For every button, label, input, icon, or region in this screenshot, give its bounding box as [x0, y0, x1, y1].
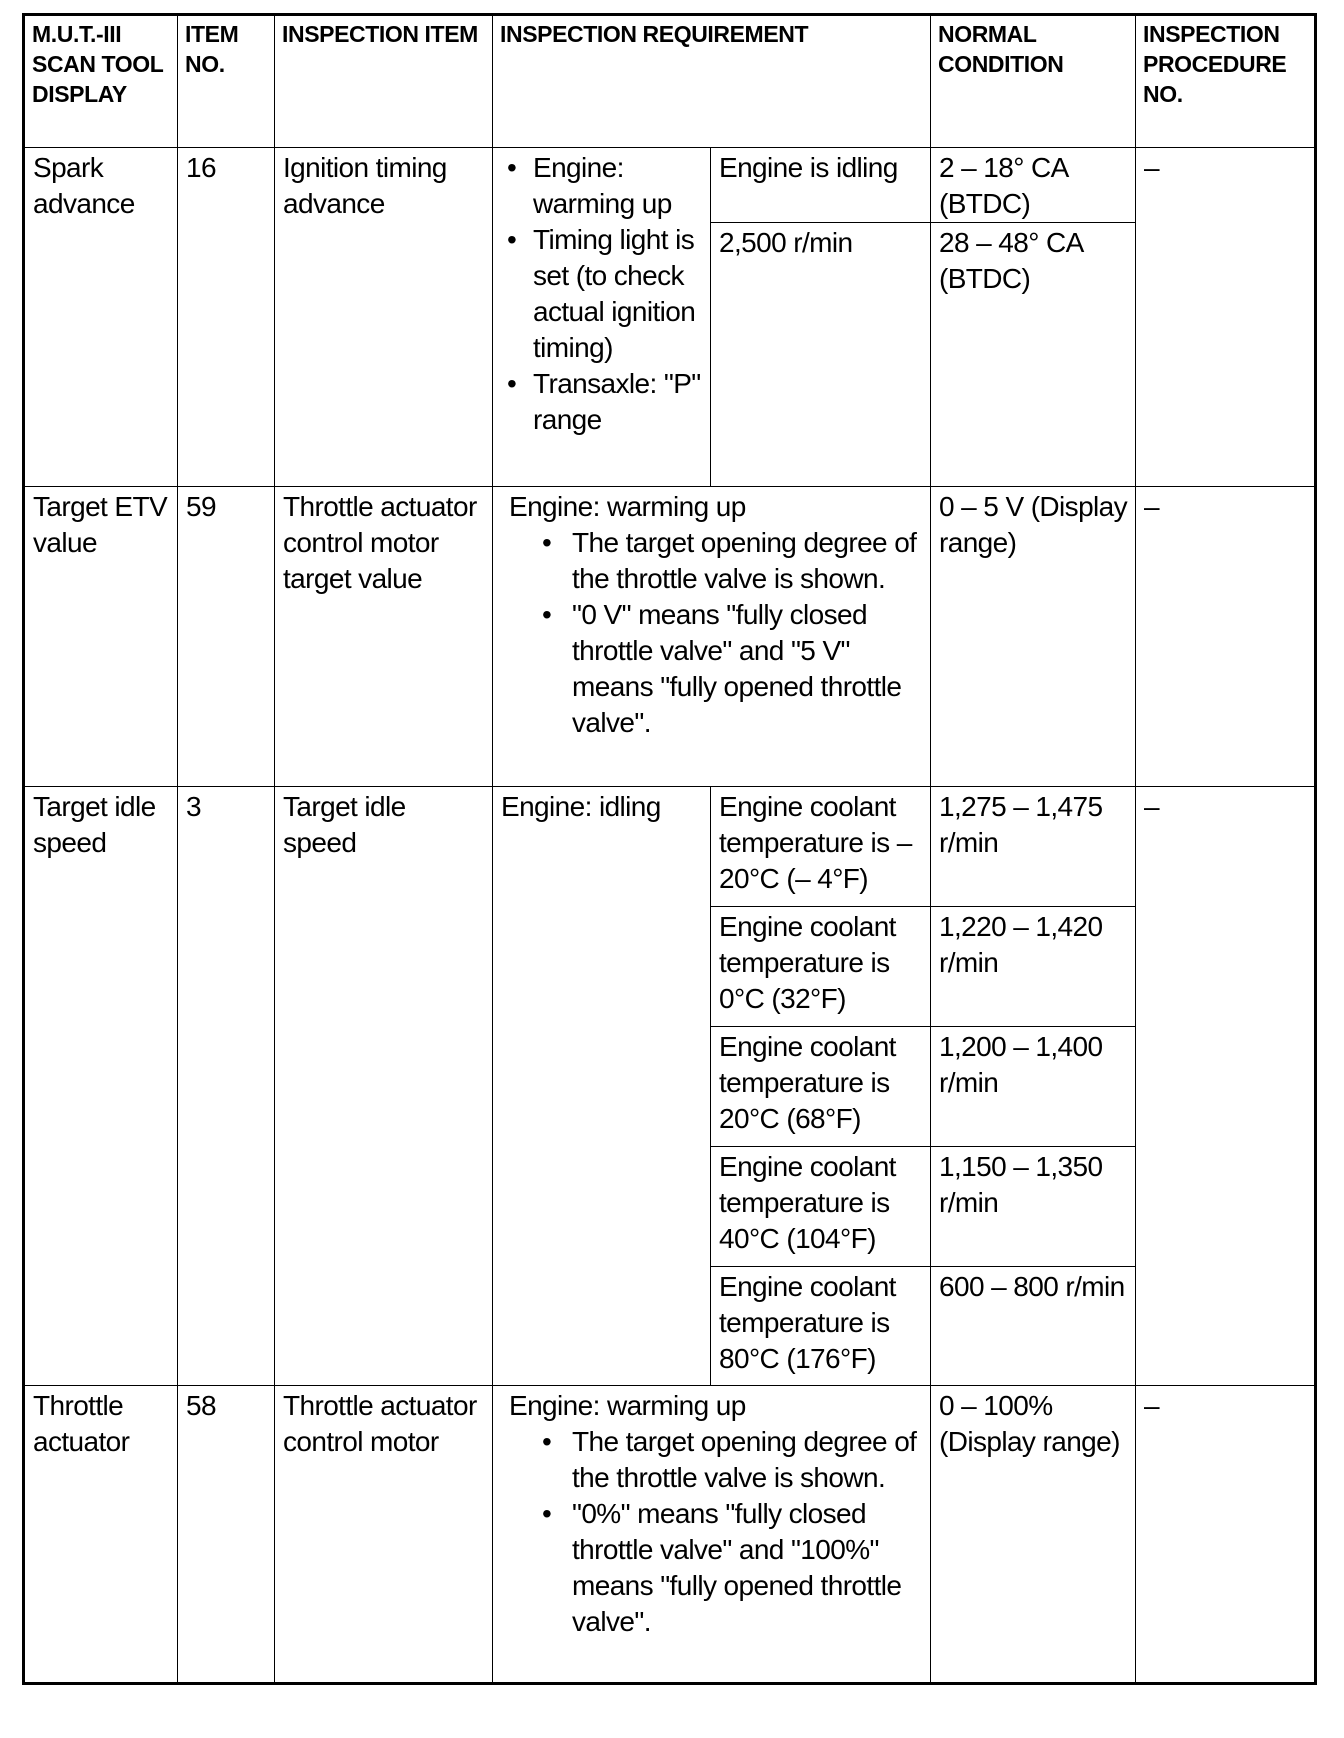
header-row: M.U.T.-III SCAN TOOL DISPLAY ITEM NO. IN…: [23, 14, 1316, 148]
normal-cell: 600 – 800 r/min: [930, 1266, 1136, 1386]
table-row: Engine coolant temperature is 80°C (176°…: [24, 1266, 1316, 1386]
normal-cell: 0 – 5 V (Display range): [930, 486, 1136, 787]
condition-cell: Engine coolant temperature is 0°C (32°F): [710, 906, 931, 1027]
requirement-bullet: "0 V" means "fully closed throttle valve…: [542, 597, 924, 741]
normal-cell: 1,220 – 1,420 r/min: [930, 906, 1136, 1027]
item-cell: Ignition timing advance: [274, 147, 493, 487]
table-row: 2,500 r/min 28 – 48° CA (BTDC): [24, 222, 1316, 487]
item-cell: Target idle speed: [274, 786, 493, 1386]
inspection-table: M.U.T.-III SCAN TOOL DISPLAY ITEM NO. IN…: [22, 13, 1317, 1685]
condition-cell: Engine coolant temperature is 80°C (176°…: [710, 1266, 931, 1386]
table-row: Engine coolant temperature is 0°C (32°F)…: [24, 906, 1316, 1027]
item-no-cell: 58: [177, 1385, 275, 1684]
table-row: Engine coolant temperature is 40°C (104°…: [24, 1146, 1316, 1267]
requirement-bullet: Transaxle: "P" range: [507, 366, 704, 438]
display-cell: Target idle speed: [23, 786, 178, 1386]
display-cell: Throttle actuator: [23, 1385, 178, 1684]
requirement-title: Engine: warming up: [509, 491, 746, 522]
normal-cell: 28 – 48° CA (BTDC): [930, 222, 1136, 487]
condition-cell: Engine is idling: [710, 147, 931, 223]
procedure-cell: –: [1135, 486, 1316, 787]
requirement-bullet: Engine: warming up: [507, 150, 704, 222]
item-cell: Throttle actuator control motor: [274, 1385, 493, 1684]
normal-cell: 1,200 – 1,400 r/min: [930, 1026, 1136, 1147]
table-row: Engine coolant temperature is 20°C (68°F…: [24, 1026, 1316, 1147]
table-row: Target ETV value 59 Throttle actuator co…: [23, 486, 1316, 787]
requirement-bullet: Timing light is set (to check actual ign…: [507, 222, 704, 366]
normal-cell: 0 – 100% (Display range): [930, 1385, 1136, 1684]
display-cell: Target ETV value: [23, 486, 178, 787]
item-no-cell: 16: [177, 147, 275, 487]
procedure-cell: –: [1135, 147, 1316, 487]
table-row: Target idle speed 3 Target idle speed En…: [23, 786, 1316, 1386]
requirement-bullet: "0%" means "fully closed throttle valve"…: [542, 1496, 924, 1640]
item-no-cell: 3: [177, 786, 275, 1386]
procedure-cell: –: [1135, 1385, 1316, 1684]
item-no-cell: 59: [177, 486, 275, 787]
condition-cell: 2,500 r/min: [710, 222, 931, 487]
header-procedure: INSPECTION PROCEDURE NO.: [1135, 14, 1316, 148]
header-item: INSPECTION ITEM: [274, 14, 493, 148]
item-cell: Throttle actuator control motor target v…: [274, 486, 493, 787]
display-cell: Spark advance: [23, 147, 178, 487]
normal-cell: 1,150 – 1,350 r/min: [930, 1146, 1136, 1267]
header-display: M.U.T.-III SCAN TOOL DISPLAY: [23, 14, 178, 148]
requirement-title: Engine: warming up: [509, 1390, 746, 1421]
requirement-cell: Engine: warming up Timing light is set (…: [492, 147, 711, 487]
normal-cell: 2 – 18° CA (BTDC): [930, 147, 1136, 223]
normal-cell: 1,275 – 1,475 r/min: [930, 786, 1136, 907]
table-row: Spark advance 16 Ignition timing advance…: [23, 147, 1316, 487]
requirement-bullet: The target opening degree of the throttl…: [542, 1424, 924, 1496]
requirement-bullet: The target opening degree of the throttl…: [542, 525, 924, 597]
condition-cell: Engine coolant temperature is – 20°C (– …: [710, 786, 931, 907]
requirement-cell: Engine: warming up The target opening de…: [492, 1385, 931, 1684]
requirement-cell: Engine: idling: [492, 786, 711, 1386]
header-normal: NORMAL CONDITION: [930, 14, 1136, 148]
procedure-cell: –: [1135, 786, 1316, 1386]
header-requirement: INSPECTION REQUIREMENT: [492, 14, 931, 148]
requirement-cell: Engine: warming up The target opening de…: [492, 486, 931, 787]
condition-cell: Engine coolant temperature is 20°C (68°F…: [710, 1026, 931, 1147]
condition-cell: Engine coolant temperature is 40°C (104°…: [710, 1146, 931, 1267]
table-row: Throttle actuator 58 Throttle actuator c…: [23, 1385, 1316, 1684]
header-item-no: ITEM NO.: [177, 14, 275, 148]
